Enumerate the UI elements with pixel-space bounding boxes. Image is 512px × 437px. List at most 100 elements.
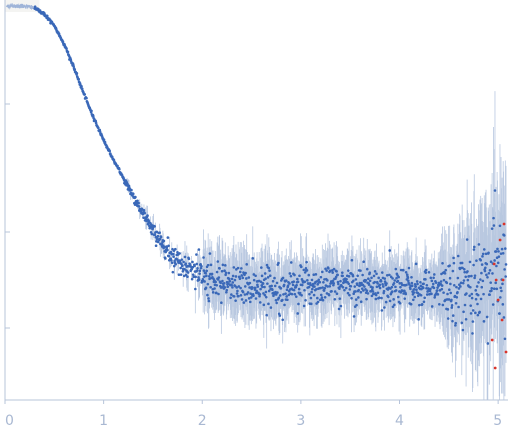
data-point: [252, 294, 255, 298]
data-point: [327, 267, 330, 270]
data-point: [170, 261, 174, 265]
data-point: [462, 279, 466, 282]
data-point: [331, 271, 334, 274]
data-point: [485, 262, 489, 266]
data-point: [337, 307, 341, 311]
data-point: [274, 298, 278, 302]
data-point: [220, 269, 224, 273]
data-point: [98, 130, 102, 133]
data-point: [454, 321, 458, 325]
data-point: [401, 268, 405, 272]
data-point: [349, 285, 353, 288]
data-point: [446, 292, 449, 296]
data-point: [391, 277, 394, 280]
data-point: [304, 267, 308, 270]
data-point: [388, 273, 391, 277]
data-point: [430, 279, 434, 283]
data-point: [425, 283, 429, 287]
data-point: [439, 280, 443, 283]
data-point: [398, 301, 402, 305]
data-point: [497, 250, 500, 253]
data-point: [481, 252, 485, 256]
data-point: [370, 276, 373, 280]
data-point: [451, 269, 455, 273]
data-point: [485, 273, 488, 277]
data-point: [302, 268, 306, 272]
data-point: [319, 275, 323, 279]
data-point: [219, 281, 222, 285]
data-point: [421, 286, 425, 290]
data-point: [334, 275, 338, 279]
data-point: [197, 278, 201, 281]
data-point: [328, 269, 332, 273]
data-point: [321, 270, 324, 274]
data-point: [422, 300, 426, 304]
data-point: [448, 276, 452, 280]
data-point: [266, 276, 270, 279]
data-point: [207, 297, 210, 300]
data-point: [339, 279, 342, 283]
data-point: [492, 216, 495, 220]
data-point: [146, 214, 149, 217]
data-point: [311, 287, 314, 291]
outlier-point: [502, 222, 506, 226]
data-point: [465, 292, 468, 295]
data-point: [452, 256, 455, 260]
data-point: [416, 282, 419, 286]
data-point: [481, 255, 484, 258]
data-point: [469, 285, 472, 289]
data-point: [153, 233, 157, 237]
data-point: [167, 254, 171, 258]
x-tick-label: 2: [198, 413, 207, 429]
data-point: [77, 77, 80, 81]
data-point: [243, 285, 247, 288]
data-point: [179, 266, 182, 270]
data-point: [263, 272, 267, 275]
data-point: [187, 257, 191, 261]
data-point: [220, 286, 224, 289]
data-point: [410, 276, 413, 279]
data-point: [321, 286, 324, 289]
data-point: [481, 279, 485, 283]
data-point: [501, 251, 505, 255]
data-point: [258, 293, 262, 296]
data-point: [338, 297, 342, 300]
data-point: [178, 252, 181, 255]
data-point: [172, 264, 176, 268]
data-point: [150, 232, 154, 236]
data-point: [339, 304, 343, 308]
data-point: [249, 292, 252, 295]
data-point: [216, 260, 220, 263]
x-tick-label: 4: [395, 413, 404, 429]
data-point: [307, 273, 311, 277]
data-point: [476, 302, 479, 306]
data-point: [195, 253, 198, 256]
data-point: [477, 281, 480, 284]
data-point: [292, 280, 296, 283]
data-point: [286, 298, 289, 302]
data-point: [230, 283, 234, 287]
data-point: [281, 318, 285, 322]
data-point: [261, 282, 265, 285]
data-point: [404, 292, 408, 296]
data-point: [487, 251, 490, 255]
data-point: [222, 282, 226, 285]
data-point: [368, 279, 372, 283]
data-point: [331, 269, 334, 272]
data-point: [451, 314, 455, 317]
data-point: [288, 272, 292, 275]
data-point: [206, 263, 210, 267]
data-point: [224, 273, 227, 277]
data-point: [238, 277, 242, 281]
data-point: [338, 287, 341, 291]
data-point: [196, 266, 199, 270]
data-point: [162, 239, 166, 243]
data-point: [362, 260, 365, 264]
data-point: [241, 290, 245, 294]
data-point: [484, 252, 488, 256]
data-point: [344, 286, 348, 290]
data-point: [490, 287, 494, 290]
data-point: [270, 284, 273, 288]
data-point: [504, 263, 508, 266]
